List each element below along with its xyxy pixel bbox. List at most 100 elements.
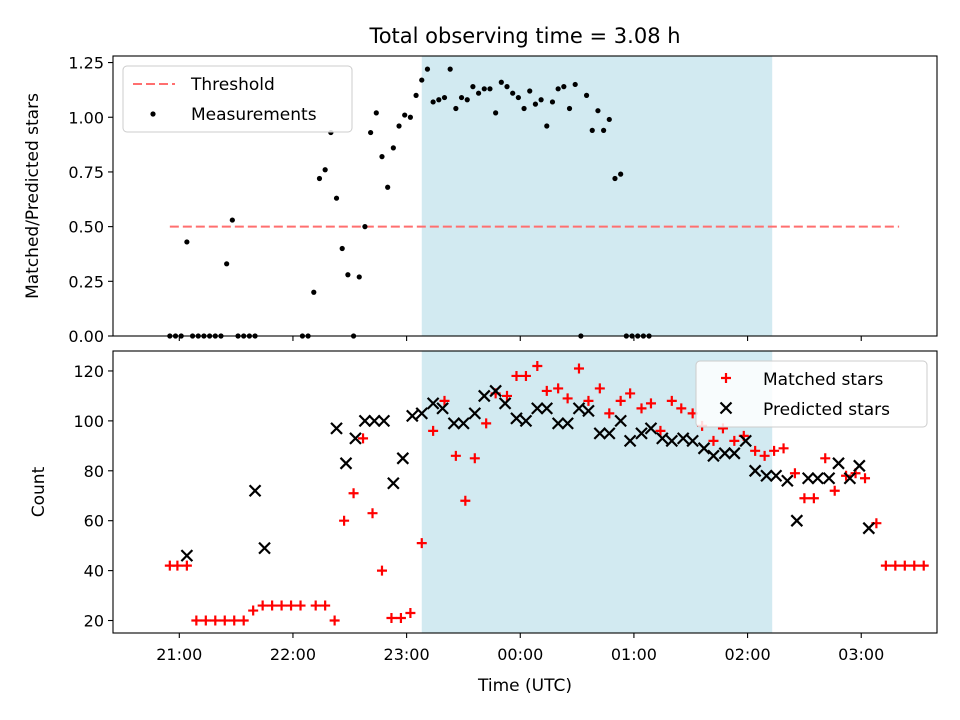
legend-box <box>122 65 353 133</box>
matched-point <box>532 360 543 371</box>
observing-span <box>421 56 773 336</box>
predicted-point <box>697 442 711 455</box>
matched-point <box>918 560 929 571</box>
measurement-point <box>521 105 527 112</box>
measurement-point <box>385 184 391 190</box>
predicted-point <box>447 417 461 430</box>
predicted-point <box>426 397 440 410</box>
measurement-point <box>407 114 413 120</box>
measurement-point <box>229 217 235 223</box>
matched-point <box>286 600 297 611</box>
matched-point <box>460 495 471 506</box>
matched-point <box>520 370 531 381</box>
measurement-point <box>322 167 328 173</box>
predicted-point <box>790 514 804 527</box>
chart-title: Total observing time = 3.08 h <box>368 24 680 48</box>
x-tick-label: 22:00 <box>270 645 316 664</box>
matched-point <box>320 600 331 611</box>
matched-point <box>376 565 387 576</box>
predicted-point <box>339 457 353 470</box>
predicted-point <box>623 434 637 448</box>
measurement-point <box>555 86 561 92</box>
matched-point <box>481 418 492 429</box>
matched-point <box>604 408 615 419</box>
matched-point <box>583 395 594 406</box>
predicted-point <box>396 452 410 465</box>
matched-point <box>511 370 522 381</box>
matched-point <box>899 560 910 571</box>
matched-point <box>295 600 306 611</box>
matched-point <box>880 560 891 571</box>
measurement-point <box>561 84 567 90</box>
x-tick-label: 23:00 <box>384 645 430 664</box>
x-tick-label: 21:00 <box>156 645 202 664</box>
matched-point <box>502 390 513 401</box>
measurement-point <box>583 92 590 98</box>
measurement-point <box>339 245 345 252</box>
measurement-point <box>595 108 601 114</box>
predicted-point <box>561 417 574 430</box>
predicted-point <box>718 447 732 460</box>
matched-point <box>405 608 416 619</box>
measurement-point <box>390 145 396 151</box>
predicted-point <box>387 476 400 490</box>
measurement-point <box>538 97 544 103</box>
predicted-point <box>832 457 845 470</box>
matched-point <box>229 615 240 626</box>
predicted-point <box>457 417 470 430</box>
measurement-point <box>368 129 374 136</box>
predicted-point <box>769 469 783 483</box>
measurement-point <box>487 86 493 92</box>
matched-point <box>890 560 901 571</box>
predicted-point <box>582 404 595 418</box>
predicted-point <box>415 407 429 420</box>
predicted-point <box>489 384 502 398</box>
measurement-point <box>475 90 482 96</box>
matched-point <box>358 433 369 444</box>
predicted-point <box>498 397 512 410</box>
measurement-point <box>224 261 230 267</box>
predicted-point <box>760 469 773 483</box>
measurement-point <box>515 94 521 101</box>
y-tick-label: 1.00 <box>68 108 104 127</box>
matched-point <box>655 425 666 436</box>
measurement-point <box>572 81 578 88</box>
matched-point <box>820 453 831 464</box>
measurement-point <box>413 92 419 98</box>
predicted-point <box>707 449 720 463</box>
y-tick-label: 0.50 <box>68 218 104 237</box>
x-tick-label: 01:00 <box>611 645 657 664</box>
measurement-point <box>470 84 476 90</box>
measurement-point <box>606 116 612 123</box>
axes-frame <box>112 350 938 634</box>
measurement-point <box>527 88 533 94</box>
matched-point <box>386 613 397 624</box>
y-axis-label: Count <box>29 466 49 517</box>
measurement-point <box>356 274 362 280</box>
predicted-point <box>477 389 491 403</box>
legend-predicted-label: Predicted stars <box>763 400 890 420</box>
top-panel: 0.00 0.25 0.50 0.75 1.00 1.25 Matched/Predicte… <box>23 54 938 346</box>
measurement-point <box>532 101 539 107</box>
measurement-point <box>618 171 624 177</box>
predicted-point <box>368 414 381 428</box>
predicted-point <box>603 427 616 440</box>
legend-measurements-swatch <box>150 111 156 117</box>
predicted-point <box>510 412 523 425</box>
matched-point <box>450 450 461 461</box>
matched-point <box>267 600 278 611</box>
matched-point <box>329 615 340 626</box>
matched-point <box>769 445 780 456</box>
predicted-point <box>436 402 449 415</box>
measurement-point <box>481 86 487 92</box>
matched-point <box>219 615 230 626</box>
predicted-point <box>614 414 627 428</box>
matched-point <box>860 473 871 484</box>
predicted-point <box>330 422 343 435</box>
matched-point <box>799 493 810 504</box>
measurement-point <box>510 90 516 96</box>
legend-matched-swatch <box>721 373 731 383</box>
predicted-point <box>843 471 857 485</box>
measurement-point <box>333 195 340 201</box>
measurement-point <box>612 175 618 182</box>
